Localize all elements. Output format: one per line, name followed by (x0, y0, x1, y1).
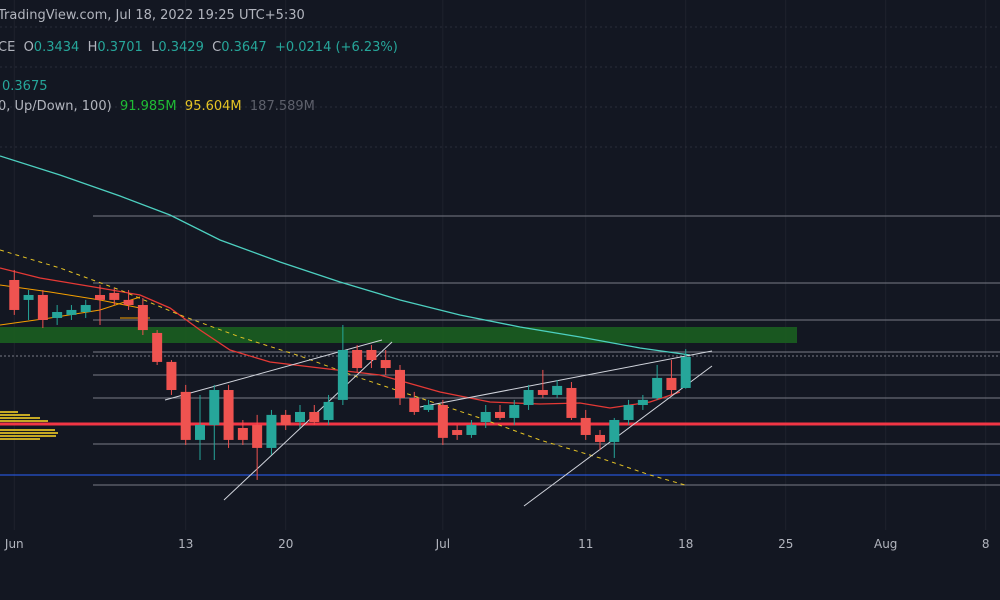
x-axis: Jun 13 20 Jul 11 18 25 Aug 8 (4, 537, 990, 551)
change: +0.0214 (+6.23%) (274, 40, 398, 55)
value: 0.3429 (158, 40, 204, 55)
indicator: 0, Up/Down, 100) 91.985M 95.604M 187.589… (0, 99, 315, 114)
price: 0.3675 (2, 79, 48, 94)
x-tick-label: 8 (982, 537, 990, 551)
indicator-value: 91.985M (119, 99, 177, 114)
candle-body (423, 404, 434, 410)
candle-body (352, 349, 363, 369)
x-tick-label: 13 (178, 537, 193, 551)
candle-body (52, 312, 63, 318)
candle-body (437, 404, 448, 438)
x-tick-label: 20 (278, 537, 293, 551)
candle-body (623, 404, 634, 420)
candle-body (609, 419, 620, 442)
candle-body (95, 294, 105, 300)
grid (13, 0, 987, 530)
candle-body (395, 369, 405, 399)
candle-body (595, 434, 605, 442)
candle-body (523, 390, 534, 405)
candle-body (409, 398, 420, 412)
candle-body (195, 424, 205, 440)
key: H (87, 40, 98, 55)
x-tick-label: 11 (578, 537, 593, 551)
candle-body (180, 391, 191, 440)
candle-body (295, 411, 305, 423)
drawings (0, 26, 1000, 507)
candle-body (580, 417, 591, 435)
indicator-name: 0, Up/Down, 100) (0, 99, 112, 114)
indicator-value: 95.604M (184, 99, 242, 114)
candle-body (637, 399, 648, 405)
candle-body (37, 294, 48, 321)
candle-body (66, 309, 77, 315)
candle-body (309, 411, 320, 423)
value: 0.3434 (33, 40, 80, 55)
candle-body (652, 377, 663, 399)
candle-body (223, 390, 234, 440)
candle-body (237, 427, 248, 440)
candle-body (366, 349, 377, 361)
candle-body (380, 360, 391, 369)
candle-body (252, 424, 263, 448)
candle-body (9, 279, 20, 310)
source: TradingView.com, Jul 18, 2022 19:25 UTC+… (0, 8, 305, 23)
candle-body (137, 305, 148, 331)
candle-body (152, 332, 163, 362)
x-tick-label: 25 (778, 537, 793, 551)
candle-body (209, 390, 220, 425)
candle-body (452, 430, 463, 435)
candle-body (566, 387, 577, 418)
value: 0.3647 (221, 40, 267, 55)
candle-body (123, 299, 134, 306)
key: L (151, 40, 159, 55)
candle-body (666, 377, 677, 391)
candle-body (23, 294, 34, 300)
candle-body (166, 361, 177, 391)
candle-body (337, 349, 348, 400)
candle-body (509, 404, 520, 418)
candle-body (466, 424, 477, 435)
x-tick-label: 18 (678, 537, 693, 551)
candle-body (495, 411, 505, 418)
candle-body (266, 414, 277, 448)
candles (9, 269, 691, 480)
candle-body (480, 411, 491, 423)
ohlc-legend: CE O0.3434 H0.3701 L0.3429 C0.3647 +0.02… (0, 40, 398, 55)
indicator-value: 187.589M (249, 99, 315, 114)
value: 0.3701 (97, 40, 143, 55)
candle-body (552, 385, 563, 395)
x-tick-label: Jul (435, 537, 450, 551)
candle-body (323, 401, 334, 420)
candle-body (537, 390, 548, 395)
key: C (212, 40, 222, 55)
x-tick-label: Jun (4, 537, 24, 551)
key: O (23, 40, 34, 55)
candle-body (109, 292, 120, 300)
candle-body (680, 356, 691, 388)
symbol: CE (0, 40, 16, 55)
candle-body (280, 414, 291, 425)
x-tick-label: Aug (874, 537, 897, 551)
candle-body (80, 305, 91, 313)
